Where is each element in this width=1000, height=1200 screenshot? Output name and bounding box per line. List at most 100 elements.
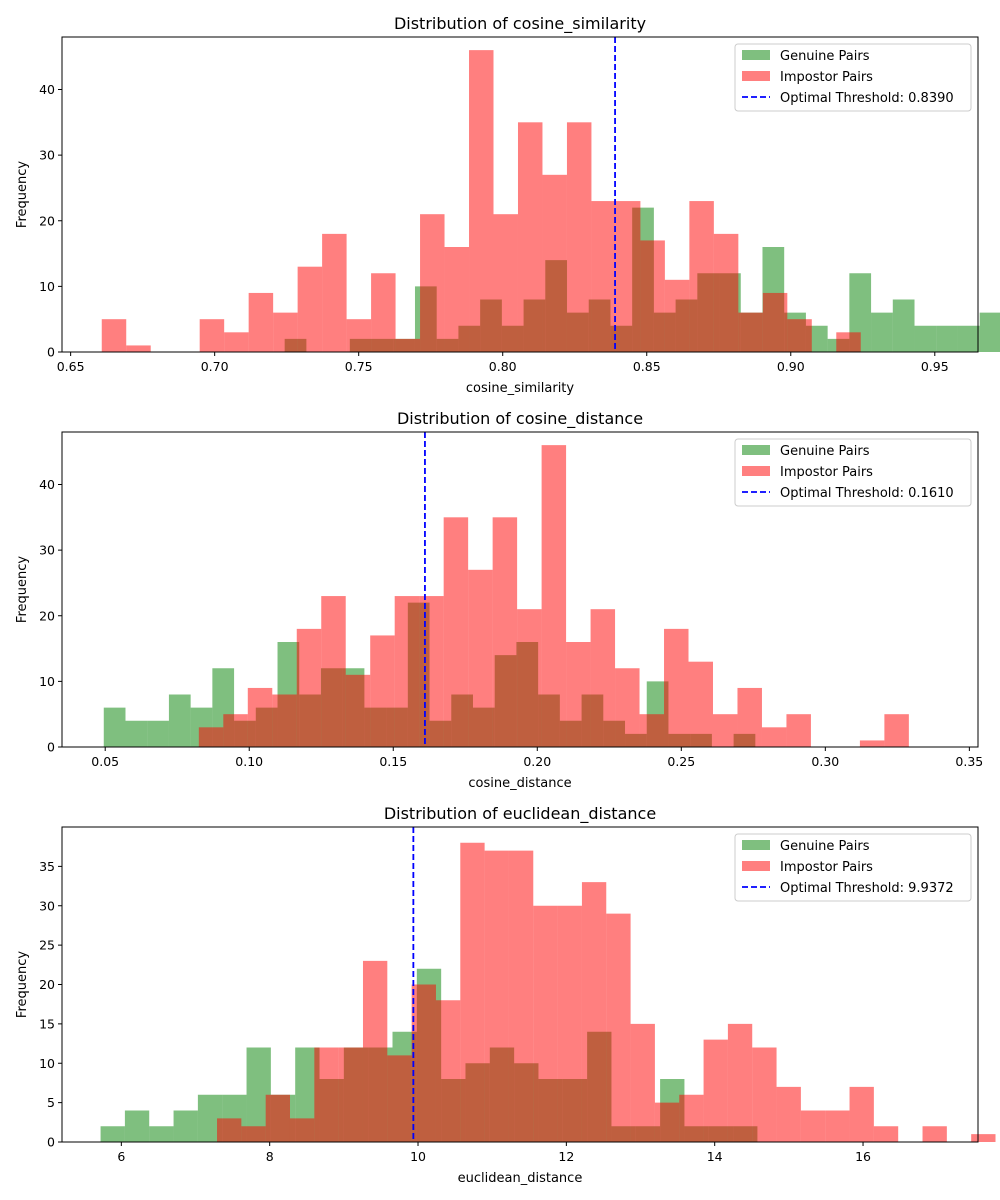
x-tick-label: 0.85 [633,359,661,374]
bar-impostor-pairs-31 [971,1134,996,1142]
legend-box [734,833,972,902]
legend: Genuine Pairs Impostor Pairs Optimal Thres… [734,833,972,902]
bar-impostor-pairs-21 [615,201,641,352]
y-tick-label: 30 [39,148,55,163]
bar-impostor-pairs-12 [395,338,421,352]
chart-title: Distribution of euclidean_distance [384,804,656,824]
bar-impostor-pairs-8 [394,596,420,747]
legend-label-threshold: Optimal Threshold: 0.8390 [780,91,954,106]
y-tick-label: 30 [39,543,55,558]
x-tick-label: 16 [855,1149,871,1164]
bar-impostor-pairs-27 [762,292,788,352]
x-tick-label: 0.75 [345,359,373,374]
bar-impostor-pairs-26 [849,1086,874,1142]
series-impostor-pairs [198,445,909,747]
legend-swatch-impostor-pairs [742,861,770,871]
bar-genuine-pairs-1 [124,1110,150,1142]
bar-impostor-pairs-12 [508,850,534,1142]
y-tick-label: 35 [39,859,55,874]
bar-impostor-pairs-14 [444,247,470,352]
bar-impostor-pairs-1 [241,1126,266,1142]
bar-impostor-pairs-15 [469,50,494,352]
bar-impostor-pairs-4 [199,319,225,352]
bar-impostor-pairs-17 [630,1023,655,1142]
bar-impostor-pairs-27 [859,740,885,747]
legend-swatch-genuine-pairs [742,840,770,850]
bar-impostor-pairs-13 [533,905,558,1142]
legend-swatch-genuine-pairs [742,50,770,60]
bar-impostor-pairs-18 [639,714,665,747]
x-tick-label: 14 [707,1149,723,1164]
bar-genuine-pairs-30 [936,325,958,352]
y-tick-label: 0 [47,740,55,755]
x-tick-label: 0.80 [489,359,517,374]
bar-impostor-pairs-28 [884,714,909,747]
bar-impostor-pairs-2 [265,1094,290,1142]
bar-impostor-pairs-9 [435,1000,461,1142]
bar-impostor-pairs-7 [387,1055,412,1142]
x-tick-label: 0.25 [667,754,695,769]
x-tick-label: 0.10 [235,754,263,769]
bar-impostor-pairs-16 [590,609,616,747]
y-tick-label: 10 [39,1056,55,1071]
series-impostor-pairs [101,50,861,352]
x-tick-label: 0.95 [921,359,949,374]
bar-impostor-pairs-6 [248,292,274,352]
bar-impostor-pairs-17 [615,668,640,747]
y-tick-label: 40 [39,82,55,97]
bar-impostor-pairs-1 [223,714,248,747]
bar-impostor-pairs-12 [492,517,518,747]
bar-impostor-pairs-19 [566,122,592,352]
legend-swatch-genuine-pairs [742,445,770,455]
bar-impostor-pairs-20 [703,1039,728,1142]
legend-box [734,43,972,112]
bar-impostor-pairs-29 [922,1126,947,1142]
bar-genuine-pairs-2 [149,1126,174,1142]
bar-impostor-pairs-7 [370,635,395,747]
chart-title: Distribution of cosine_similarity [394,14,646,34]
bar-genuine-pairs-29 [914,325,937,352]
bar-impostor-pairs-25 [825,1110,850,1142]
bar-impostor-pairs-17 [517,122,543,352]
chart-panel-2: 0.05 0.10 0.15 0.20 0.25 0.30 0.35 0 10 20 30 40 Dis… [15,409,983,791]
bar-impostor-pairs-4 [314,1047,339,1142]
bar-impostor-pairs-16 [493,214,518,352]
bar-impostor-pairs-15 [581,882,607,1142]
y-tick-label: 20 [39,977,55,992]
y-axis-label: Frequency [15,161,30,228]
bar-impostor-pairs-6 [362,960,388,1142]
legend-label-threshold: Optimal Threshold: 0.1610 [780,486,954,501]
bar-impostor-pairs-1 [126,345,151,352]
y-tick-label: 25 [39,938,55,953]
bar-impostor-pairs-24 [800,1110,826,1142]
bar-genuine-pairs-3 [168,694,191,747]
bar-genuine-pairs-0 [103,707,126,747]
bar-genuine-pairs-2 [147,720,169,747]
y-axis-label: Frequency [15,556,30,623]
x-tick-label: 0.35 [955,754,983,769]
legend-label-threshold: Optimal Threshold: 9.9372 [780,881,954,896]
y-tick-label: 0 [47,345,55,360]
bar-impostor-pairs-23 [664,279,690,352]
chart-panel-1: 0.65 0.70 0.75 0.80 0.85 0.90 0.95 0 10 20 30 40 Dis… [15,14,1000,396]
bar-impostor-pairs-15 [566,642,591,747]
y-tick-label: 10 [39,674,55,689]
y-tick-label: 0 [47,1135,55,1150]
bar-impostor-pairs-24 [786,714,811,747]
y-tick-label: 10 [39,279,55,294]
y-tick-label: 20 [39,213,55,228]
bar-impostor-pairs-10 [346,319,372,352]
bar-impostor-pairs-19 [664,628,689,747]
bar-impostor-pairs-5 [321,596,346,747]
bar-impostor-pairs-0 [198,727,224,747]
x-tick-label: 0.05 [91,754,119,769]
legend: Genuine Pairs Impostor Pairs Optimal Thres… [734,43,972,112]
bar-impostor-pairs-3 [272,694,297,747]
bar-impostor-pairs-10 [443,517,469,747]
x-tick-label: 8 [266,1149,274,1164]
y-tick-label: 30 [39,898,55,913]
x-tick-label: 12 [558,1149,574,1164]
bar-impostor-pairs-8 [411,984,436,1142]
chart-panel-3: 6 8 10 12 14 16 0 5 10 15 20 25 30 35 Distribution of … [15,804,996,1186]
x-axis-label: cosine_distance [468,776,571,791]
